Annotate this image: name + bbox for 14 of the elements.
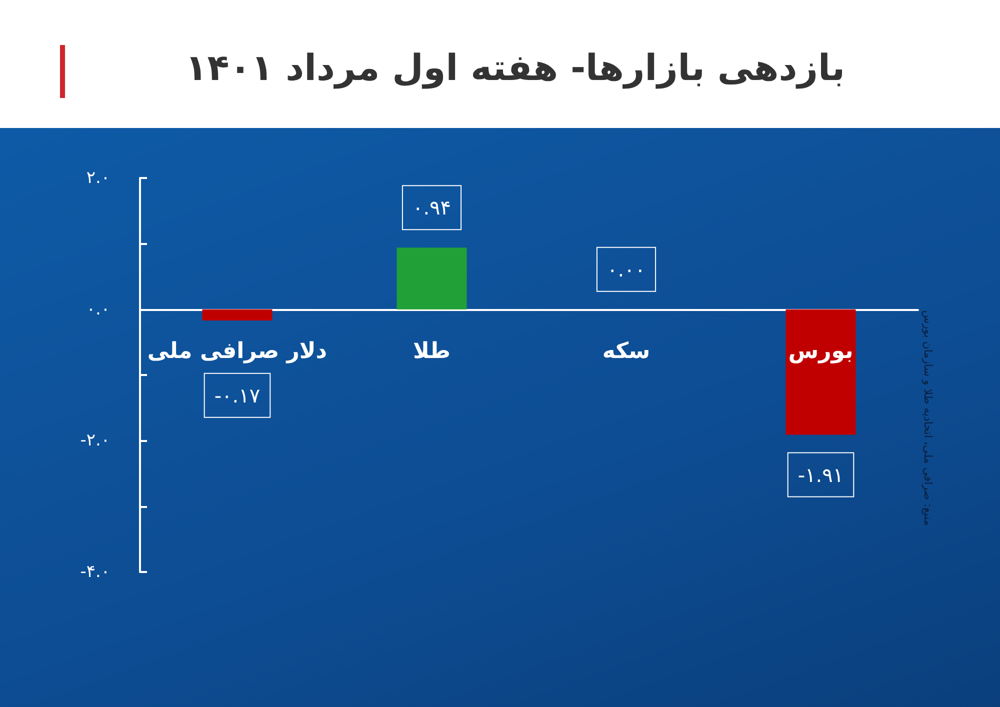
- x-tick-label: دلار صرافی ملی: [147, 338, 328, 364]
- data-label: -۰.۱۷: [214, 383, 260, 408]
- text: منبع: صرافی ملی، اتحادیه طلا و سازمان بورس: [922, 310, 934, 526]
- data-label: ۰.۹۴: [412, 196, 452, 220]
- data-label: -۱.۹۱: [798, 462, 844, 487]
- data-label: ۰.۰۰: [606, 257, 646, 282]
- y-tick-label: -۴.۰: [80, 562, 110, 582]
- x-tick-label: طلا: [413, 338, 450, 364]
- y-tick-label: -۲.۰: [80, 430, 110, 451]
- y-tick-label: ۲.۰: [86, 168, 110, 188]
- chart-title: بازدهی بازارها- هفته اول مرداد ۱۴۰۱: [185, 48, 845, 89]
- x-tick-label: سکه: [602, 338, 650, 364]
- y-tick-label: ۰.۰: [86, 299, 110, 320]
- x-tick-label: بورس: [788, 338, 854, 364]
